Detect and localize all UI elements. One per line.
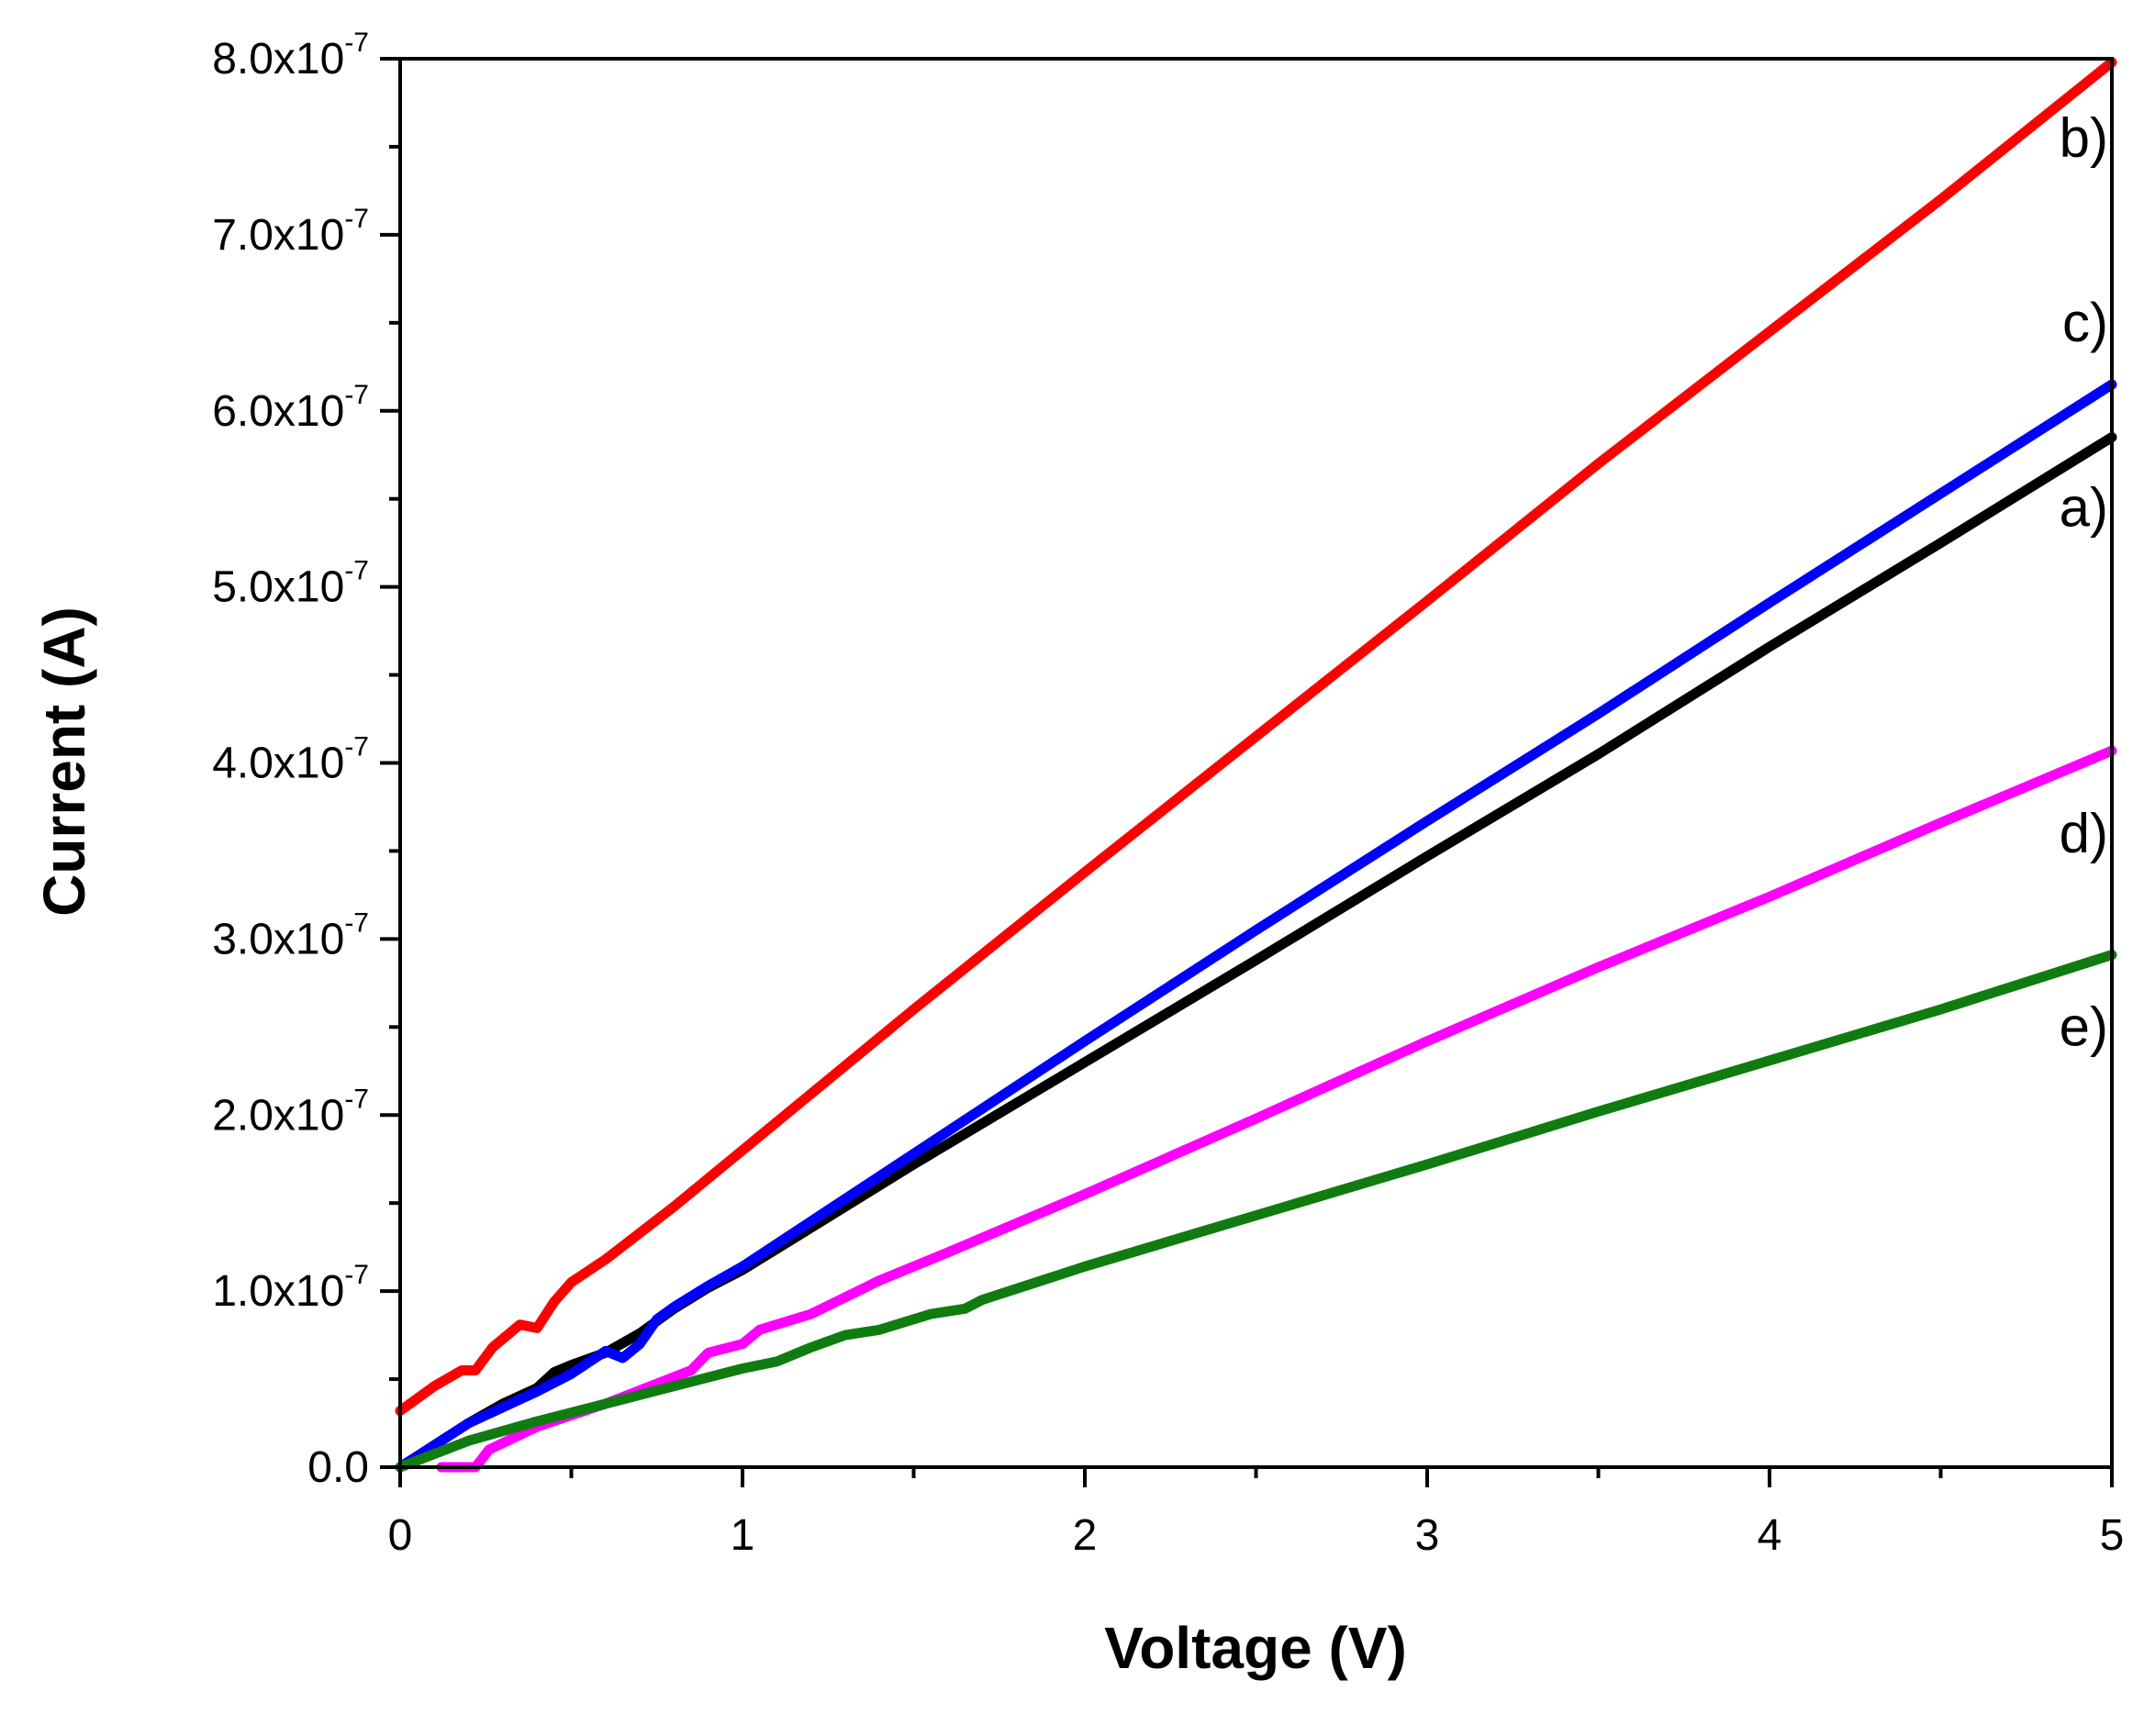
x-axis-title: Voltage (V) bbox=[1104, 1615, 1407, 1681]
y-tick-label-1: 1.0x10-7 bbox=[212, 1260, 369, 1316]
labels-layer: 0 1 2 3 4 5 0.0 1.0x10-7 2.0x10-7 3.0x10-7 4.0x10-… bbox=[212, 28, 2124, 1560]
series-label-b: b) bbox=[2060, 106, 2108, 168]
y-tick-label-7: 7.0x10-7 bbox=[212, 204, 369, 260]
x-tick-label-5: 5 bbox=[2100, 1511, 2125, 1560]
series-line-d bbox=[436, 745, 2117, 1473]
series-label-a: a) bbox=[2060, 476, 2108, 538]
y-tick-label-3: 3.0x10-7 bbox=[212, 907, 369, 963]
series-line-e bbox=[395, 950, 2117, 1473]
series-label-c: c) bbox=[2062, 292, 2108, 353]
y-tick-label-4: 4.0x10-7 bbox=[212, 732, 369, 788]
series-line-c bbox=[395, 379, 2117, 1473]
y-tick-label-8: 8.0x10-7 bbox=[212, 28, 369, 83]
y-axis-title: Current (A) bbox=[31, 606, 97, 917]
x-tick-label-4: 4 bbox=[1758, 1511, 1782, 1560]
ticks-layer bbox=[380, 57, 2114, 1487]
x-tick-label-0: 0 bbox=[388, 1511, 413, 1560]
series-label-d: d) bbox=[2060, 802, 2108, 863]
x-tick-label-3: 3 bbox=[1415, 1511, 1440, 1560]
y-tick-label-2: 2.0x10-7 bbox=[212, 1084, 369, 1140]
x-tick-label-2: 2 bbox=[1073, 1511, 1098, 1560]
y-tick-label-0: 0.0 bbox=[307, 1443, 369, 1492]
series-layer bbox=[395, 57, 2117, 1473]
x-tick-label-1: 1 bbox=[731, 1511, 755, 1560]
y-tick-label-6: 6.0x10-7 bbox=[212, 380, 369, 436]
series-label-e: e) bbox=[2060, 996, 2108, 1057]
y-tick-label-5: 5.0x10-7 bbox=[212, 556, 369, 612]
series-line-b bbox=[395, 57, 2117, 1417]
